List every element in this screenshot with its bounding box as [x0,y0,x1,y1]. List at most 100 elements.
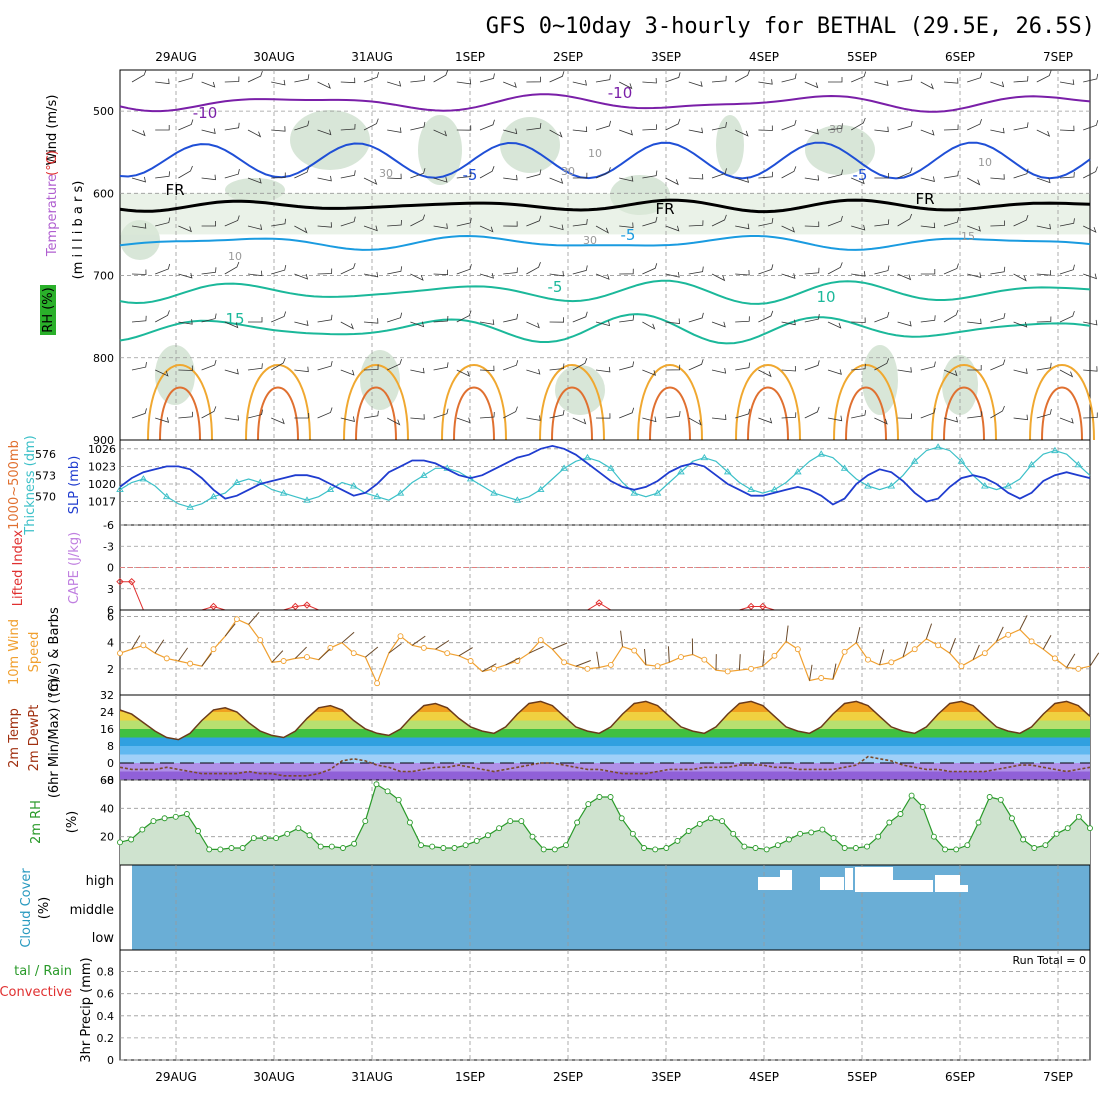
rh-shading [862,345,898,415]
wind-barb [410,321,425,328]
temp-band [120,754,1090,763]
wind-barb [387,312,403,323]
thickness-point [186,503,194,510]
wind-barb [410,367,425,374]
wind10-barb [552,642,568,650]
wind-barb [1059,417,1074,424]
bottom-date-label: 30AUG [253,1070,295,1084]
temp-band [120,712,1090,721]
thickness-tick: 570 [35,491,56,504]
cloud-label-b: (%) [37,897,52,920]
rh2m-point [964,842,971,849]
wind-barb [665,177,679,186]
contour-label: 30 [829,123,843,136]
wind-barb [711,368,727,374]
wind-barb [224,321,239,329]
thickness-point [910,457,919,464]
wind-barb [410,273,424,281]
bottom-date-label: 4SEP [749,1070,779,1084]
warm-contour-inner [551,386,593,441]
wind10-barb [341,631,355,644]
wind-barb [943,416,959,423]
wind-barb [340,321,354,330]
wind-barb [688,417,702,426]
wind-barb [595,320,611,327]
wind-barb [665,364,681,371]
wind10-barb [902,641,909,658]
wind-barb [294,273,309,280]
temp2m-tick: 0 [107,757,114,770]
rh2m-point [529,833,536,840]
wind-barb [387,266,403,275]
rh2m-point [228,845,235,851]
wind-barb [410,75,426,83]
wind-barb [1059,218,1075,227]
contour-label: 10 [228,250,242,263]
wind10-point [304,654,310,661]
bottom-date-label: 5SEP [847,1070,877,1084]
thickness-point [396,489,405,496]
rh2m-point [340,845,346,851]
thickness-point [677,468,685,475]
wind10-point [841,648,848,655]
lifted-point [303,601,311,609]
wind10-barb [667,646,670,663]
wind-barb [178,272,193,279]
rh2m-point [1020,836,1027,843]
rh2m-point [540,846,547,853]
lifted-tick: -6 [103,519,114,532]
wind10-barb [809,664,813,681]
wind10-point [280,658,287,664]
wind-barb [248,317,263,323]
wind-barb [619,268,634,275]
wind-barb [758,171,773,179]
precip-label-c: 3hr Precip (mm) [79,957,94,1062]
pressure-label: (m i l l i b a r s) [71,181,86,280]
wind-barb [294,366,309,373]
slp-line [119,444,1091,506]
wind-barb [920,129,935,136]
rh2m-point [730,830,737,837]
rh-label: RH (%) [41,287,56,332]
rh2m-point [206,846,213,853]
cloud-panel-labels: Cloud Cover (%) [19,868,52,948]
wind10-point [210,646,217,653]
wind-barb [572,311,588,323]
temp2m-label-b: 2m DewPt [27,705,42,772]
wind-barb [178,411,193,419]
wind-barb [990,220,1005,227]
thickness-point [770,485,779,493]
wind-barb [363,410,379,419]
rh2m-panel-labels: 2m RH (%) [29,800,80,844]
rh2m-point [819,826,826,833]
rh2m-point [128,836,135,843]
slp-tick: 1020 [88,478,116,491]
warm-contour-inner [1041,386,1083,441]
precip-label-a: tal / Rain [14,964,72,979]
wind-barb [1059,171,1075,179]
thickness-point [957,457,966,464]
wind-barb [619,407,635,419]
upper-panel-labels: Wind (m/s) Temperature (°C) RH (%) (m i … [40,95,86,335]
wind-barb [758,417,773,424]
wind-barb [201,81,216,88]
rh-band [120,193,1090,235]
wind-barb [711,321,726,328]
wind10-barb [224,623,236,637]
rh2m-point [875,833,882,840]
rh2m-point [685,828,692,834]
contour-minus10 [119,93,1091,113]
wind-barb [967,318,982,325]
wind-barb [874,80,889,86]
rh2m-area [120,784,1090,865]
wind-barb [363,177,378,185]
wind-barb [1059,79,1075,85]
wind10-barb [411,635,426,646]
wind-barb [387,127,402,133]
wind-barb [503,221,518,227]
wind-barb [595,167,611,179]
wind10-panel-labels: 10m Wind Speed (m/s) & Barbs [7,607,62,697]
slp-tick: 1023 [88,460,116,473]
wind10-barb [271,650,284,663]
wind-barb [665,411,681,419]
